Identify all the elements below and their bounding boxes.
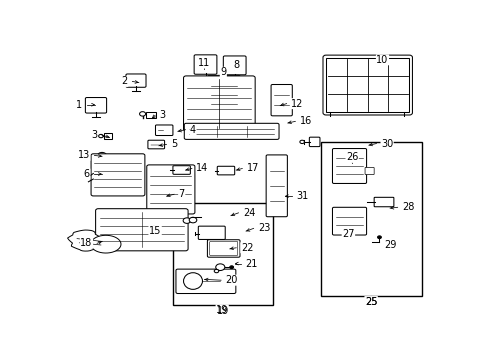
Text: 19: 19 [217,306,229,316]
Text: 13: 13 [78,150,90,161]
Text: 4: 4 [189,125,196,135]
Bar [320,142,422,296]
Circle shape [229,266,233,269]
Circle shape [377,236,381,239]
FancyBboxPatch shape [146,165,195,214]
Polygon shape [91,235,121,253]
FancyBboxPatch shape [155,125,173,135]
FancyBboxPatch shape [207,240,240,257]
Circle shape [215,264,224,270]
Text: 27: 27 [342,229,354,239]
Circle shape [100,154,104,157]
Circle shape [189,217,196,223]
Text: 25: 25 [364,297,377,307]
Text: 31: 31 [296,191,308,201]
FancyBboxPatch shape [91,154,144,196]
Circle shape [183,218,190,223]
Text: 6: 6 [83,169,90,179]
Text: 10: 10 [376,55,388,65]
Text: 23: 23 [258,223,270,233]
Circle shape [139,112,145,116]
FancyBboxPatch shape [223,56,245,75]
FancyBboxPatch shape [332,207,366,235]
Text: 1: 1 [76,100,82,110]
Text: 3: 3 [91,130,97,140]
FancyBboxPatch shape [373,197,393,207]
Text: 7: 7 [178,189,184,199]
Bar [173,203,273,305]
FancyBboxPatch shape [176,269,235,293]
Polygon shape [67,230,102,251]
Circle shape [214,269,218,273]
FancyBboxPatch shape [198,226,225,239]
FancyBboxPatch shape [207,75,240,115]
FancyBboxPatch shape [184,123,279,139]
FancyBboxPatch shape [183,76,255,131]
Text: 24: 24 [243,208,255,218]
Text: 28: 28 [401,202,414,212]
Text: 16: 16 [299,116,311,126]
Bar [103,133,112,139]
Text: 20: 20 [225,275,238,285]
Text: 11: 11 [198,58,210,68]
Text: 18: 18 [80,238,92,248]
FancyBboxPatch shape [217,166,234,175]
FancyBboxPatch shape [147,140,164,149]
Text: 21: 21 [245,258,258,269]
Text: 12: 12 [290,99,303,109]
Text: 2: 2 [122,76,127,86]
Text: 30: 30 [380,139,392,149]
FancyBboxPatch shape [194,55,217,74]
FancyBboxPatch shape [332,149,366,184]
Text: 3: 3 [159,110,165,120]
Circle shape [97,152,106,159]
Text: 8: 8 [233,60,239,70]
Text: 17: 17 [246,163,259,174]
FancyBboxPatch shape [309,137,319,147]
Ellipse shape [183,273,202,289]
Circle shape [299,140,304,144]
FancyBboxPatch shape [365,167,373,175]
Text: 5: 5 [171,139,177,149]
Text: 26: 26 [346,152,358,162]
Text: 9: 9 [220,67,226,77]
Text: 19: 19 [216,305,228,315]
FancyBboxPatch shape [96,209,188,251]
FancyBboxPatch shape [270,85,292,116]
Bar [326,58,408,112]
Circle shape [99,134,103,138]
Text: 29: 29 [383,240,395,250]
Text: 22: 22 [240,243,253,253]
FancyBboxPatch shape [85,98,106,113]
Text: 25: 25 [365,297,377,307]
Bar [146,112,156,118]
Text: 14: 14 [196,163,208,174]
FancyBboxPatch shape [126,74,146,87]
FancyBboxPatch shape [173,166,190,174]
FancyBboxPatch shape [209,242,237,256]
Text: 15: 15 [149,226,161,236]
FancyBboxPatch shape [265,155,287,217]
